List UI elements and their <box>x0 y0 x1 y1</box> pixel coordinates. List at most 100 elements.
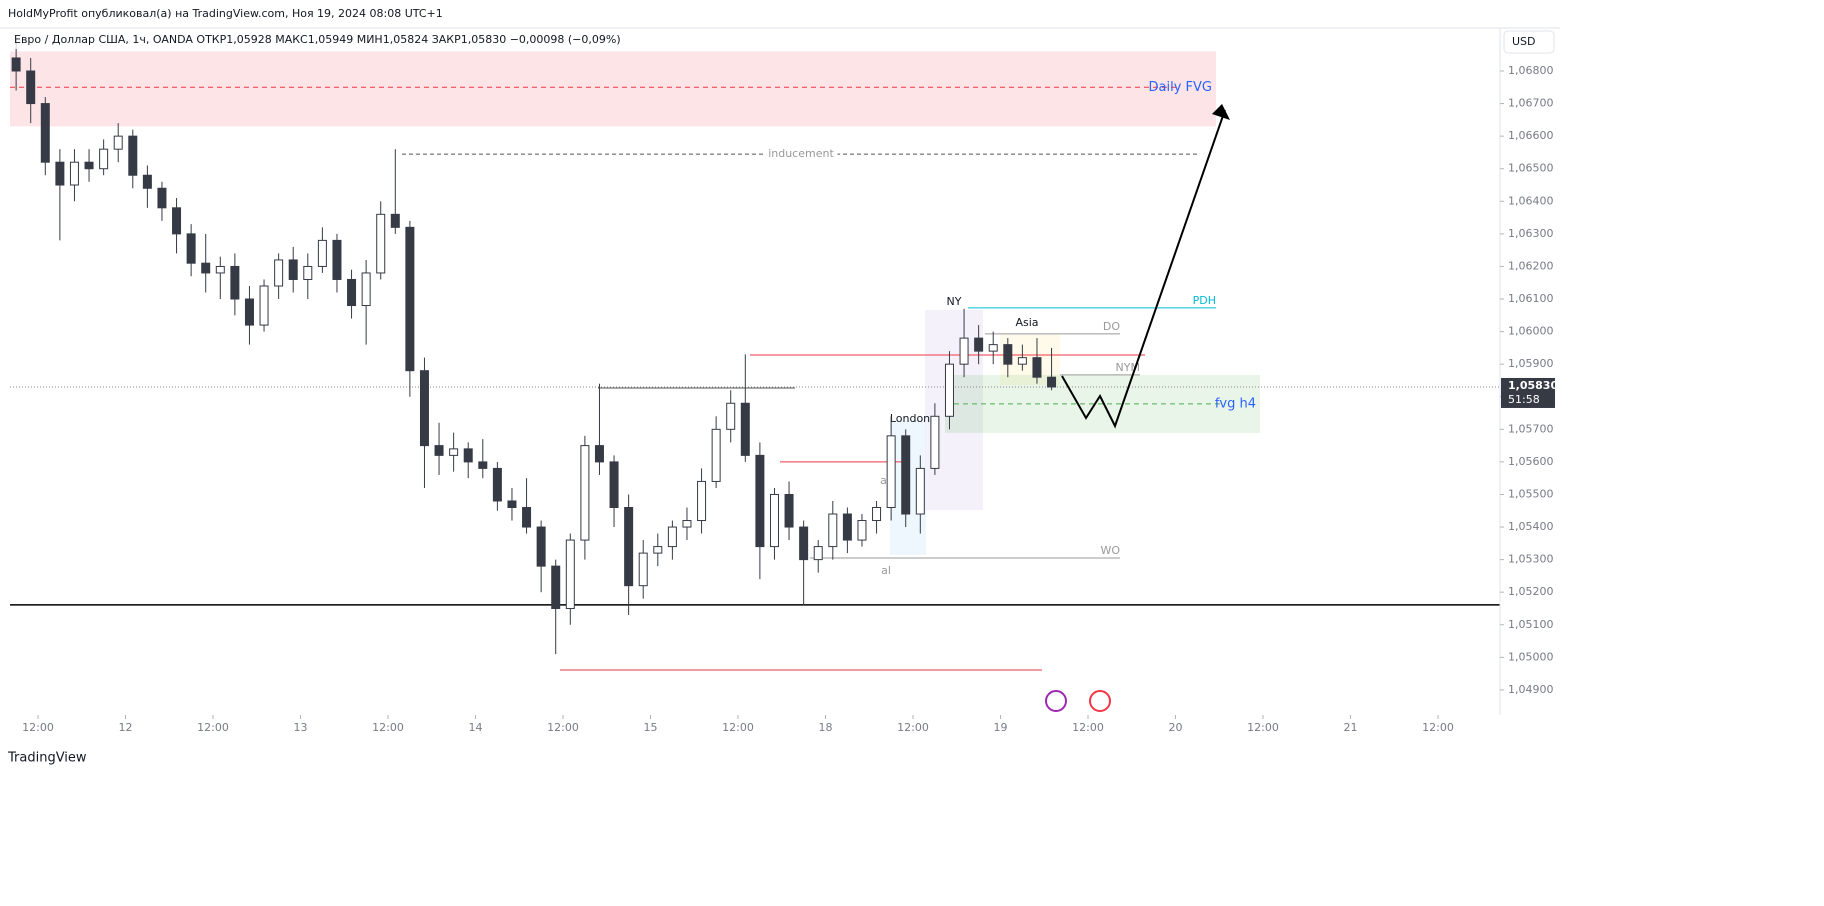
x-tick-label: 12:00 <box>1422 721 1454 734</box>
candle-body <box>667 526 677 548</box>
candle-body <box>1003 344 1013 365</box>
y-tick-label: 1,05300 <box>1508 553 1554 566</box>
candle-body <box>215 265 225 274</box>
x-tick-label: 12:00 <box>197 721 229 734</box>
candle-body <box>565 539 575 609</box>
x-tick-label: 15 <box>644 721 658 734</box>
candle-body <box>799 526 809 561</box>
candle-body <box>959 337 969 365</box>
price-tag-label: 1,05830 <box>1508 379 1558 392</box>
session-label: al <box>881 564 891 577</box>
y-tick-label: 1,06200 <box>1508 259 1554 272</box>
candle-body <box>303 265 313 280</box>
candle-body <box>609 461 619 508</box>
candle-body <box>332 239 342 280</box>
y-tick-label: 1,06100 <box>1508 292 1554 305</box>
candle-body <box>842 513 852 541</box>
candle-body <box>915 467 925 515</box>
y-tick-label: 1,05200 <box>1508 585 1554 598</box>
y-tick-label: 1,06300 <box>1508 227 1554 240</box>
candle-body <box>463 448 473 463</box>
candle-body <box>390 213 400 228</box>
candle-body <box>492 467 502 502</box>
candle-body <box>1032 357 1042 378</box>
x-tick-label: 12:00 <box>897 721 929 734</box>
candle-body <box>755 454 765 548</box>
candle-body <box>726 402 736 430</box>
symbol-legend: Евро / Доллар США, 1ч, OANDA ОТКР1,05928… <box>14 33 621 46</box>
candle-body <box>449 448 459 456</box>
candle-body <box>434 445 444 456</box>
y-tick-label: 1,05400 <box>1508 520 1554 533</box>
candle-body <box>1017 357 1027 365</box>
candle-body <box>784 493 794 528</box>
candle-body <box>857 520 867 541</box>
y-tick-label: 1,05000 <box>1508 650 1554 663</box>
header: HoldMyProfit опубликовал(а) на TradingVi… <box>8 7 443 20</box>
y-tick-label: 1,05700 <box>1508 422 1554 435</box>
candle-body <box>886 435 896 508</box>
candle-body <box>580 445 590 541</box>
x-tick-label: 12:00 <box>22 721 54 734</box>
session-label: Asia <box>1015 316 1038 329</box>
level-label: PDH <box>1193 294 1216 307</box>
y-tick-label: 1,06600 <box>1508 129 1554 142</box>
session-label: London <box>890 412 930 425</box>
x-tick-label: 20 <box>1169 721 1183 734</box>
session-label: al <box>880 474 890 487</box>
level-label: inducement <box>768 147 834 160</box>
candle-body <box>288 259 298 280</box>
countdown: 51:58 <box>1508 393 1540 406</box>
candle-body <box>536 526 546 567</box>
x-tick-label: 14 <box>469 721 483 734</box>
candle-body <box>740 402 750 456</box>
candle-body <box>697 480 707 522</box>
candle-body <box>11 57 21 72</box>
footer: TradingView <box>7 751 87 766</box>
candle-body <box>55 161 65 186</box>
y-tick-label: 1,04900 <box>1508 683 1554 696</box>
level-label: WO <box>1100 544 1120 557</box>
x-tick-label: 12:00 <box>722 721 754 734</box>
candle-body <box>376 213 386 274</box>
candle-body <box>944 363 954 417</box>
calendar-icon[interactable] <box>1089 690 1111 712</box>
candle-body <box>478 461 488 469</box>
candle-body <box>507 500 517 508</box>
y-tick-label: 1,05500 <box>1508 487 1554 500</box>
event-icon[interactable] <box>1045 690 1067 712</box>
zone-label: Daily FVG <box>1149 80 1212 95</box>
x-tick-label: 12:00 <box>1247 721 1279 734</box>
candle-body <box>594 445 604 463</box>
candle-body <box>26 70 36 105</box>
candle-body <box>84 161 94 170</box>
candle-body <box>653 546 663 554</box>
arrow-head <box>1212 104 1230 120</box>
currency-button[interactable] <box>1503 30 1555 54</box>
x-tick-label: 19 <box>994 721 1008 734</box>
x-tick-label: 18 <box>819 721 833 734</box>
candle-body <box>244 298 254 326</box>
y-tick-label: 1,05100 <box>1508 618 1554 631</box>
y-tick-label: 1,06800 <box>1508 64 1554 77</box>
candle-body <box>682 520 692 528</box>
candle-body <box>988 344 998 352</box>
candle-body <box>769 493 779 548</box>
currency: USD <box>1512 35 1536 48</box>
candle-body <box>186 233 196 264</box>
candle-body <box>40 103 50 163</box>
y-tick-label: 1,05600 <box>1508 455 1554 468</box>
candle-body <box>551 565 561 609</box>
zone <box>10 51 1216 127</box>
candle-body <box>347 278 357 307</box>
x-tick-label: 12 <box>119 721 133 734</box>
candle-body <box>974 337 984 352</box>
level-label: DO <box>1103 320 1120 333</box>
candle-body <box>901 435 911 515</box>
y-tick-label: 1,05900 <box>1508 357 1554 370</box>
x-tick-label: 12:00 <box>1072 721 1104 734</box>
session-label: NY <box>947 295 962 308</box>
candle-body <box>128 135 138 176</box>
label-bg <box>765 147 838 161</box>
candle-body <box>99 148 109 170</box>
